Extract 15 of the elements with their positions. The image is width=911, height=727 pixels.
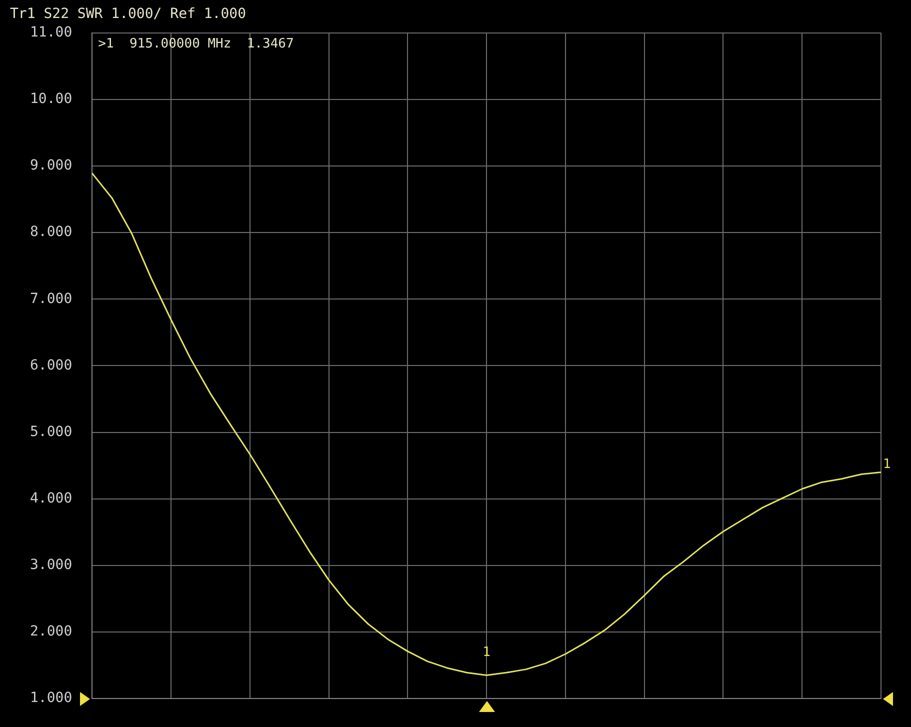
y-tick-label: 10.00 [30, 91, 72, 108]
y-tick-label: 6.000 [30, 357, 72, 374]
text: 1 [883, 457, 891, 472]
y-tick-label: 4.000 [30, 490, 72, 506]
y-tick-label: 9.000 [30, 158, 72, 174]
y-tick-label: 3.000 [30, 557, 72, 574]
annotation: >1 915.00000 MHz 1.3467 [98, 36, 294, 52]
y-tick-label: 8.000 [30, 224, 72, 240]
chart-title: Tr1 S22 SWR 1.000/ Ref 1.000 [10, 6, 246, 22]
y-tick-label: 7.000 [30, 290, 72, 307]
y-tick-label: 11.00 [30, 24, 72, 40]
y-tick-label: 5.000 [30, 424, 72, 440]
annotation: 1 [482, 645, 490, 660]
y-tick-label: 1.000 [30, 690, 72, 706]
y-tick-label: 2.000 [30, 624, 72, 640]
